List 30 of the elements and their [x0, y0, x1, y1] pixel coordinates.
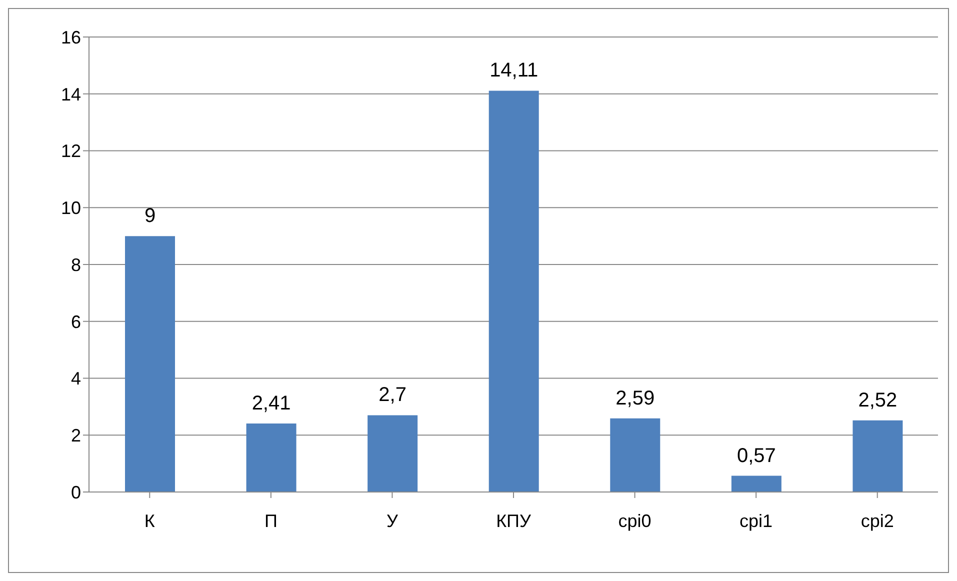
data-label: 2,52: [858, 389, 898, 412]
y-tick-label: 12: [60, 141, 81, 162]
y-tick-label: 8: [70, 254, 81, 275]
bar: [731, 476, 782, 492]
data-label: 2,41: [252, 392, 291, 414]
x-tick-label: срі1: [740, 510, 773, 531]
bar: [368, 415, 418, 492]
data-label: 2,7: [378, 384, 406, 406]
x-tick-label: У: [386, 510, 398, 531]
data-label: 9: [144, 205, 156, 228]
y-tick-label: 4: [70, 368, 81, 389]
data-label: 14,11: [490, 60, 538, 82]
y-tick-label: 6: [70, 312, 81, 332]
bar: [488, 90, 539, 492]
x-tick-label: К: [144, 510, 156, 531]
data-label: 0,57: [736, 444, 776, 467]
y-tick-label: 16: [60, 27, 81, 48]
y-tick-label: 0: [70, 482, 81, 502]
bar: [246, 423, 296, 492]
y-tick-label: 10: [60, 198, 81, 218]
y-tick-label: 14: [60, 84, 81, 104]
bar: [125, 236, 175, 492]
x-tick-label: срі2: [860, 510, 894, 531]
x-tick-label: срі0: [618, 510, 652, 531]
x-tick-label: П: [264, 510, 278, 531]
x-tick-label: КПУ: [496, 510, 532, 531]
bar: [610, 418, 660, 492]
data-label: 2,59: [616, 387, 655, 410]
y-tick-label: 2: [70, 426, 81, 446]
bar: [852, 420, 903, 492]
